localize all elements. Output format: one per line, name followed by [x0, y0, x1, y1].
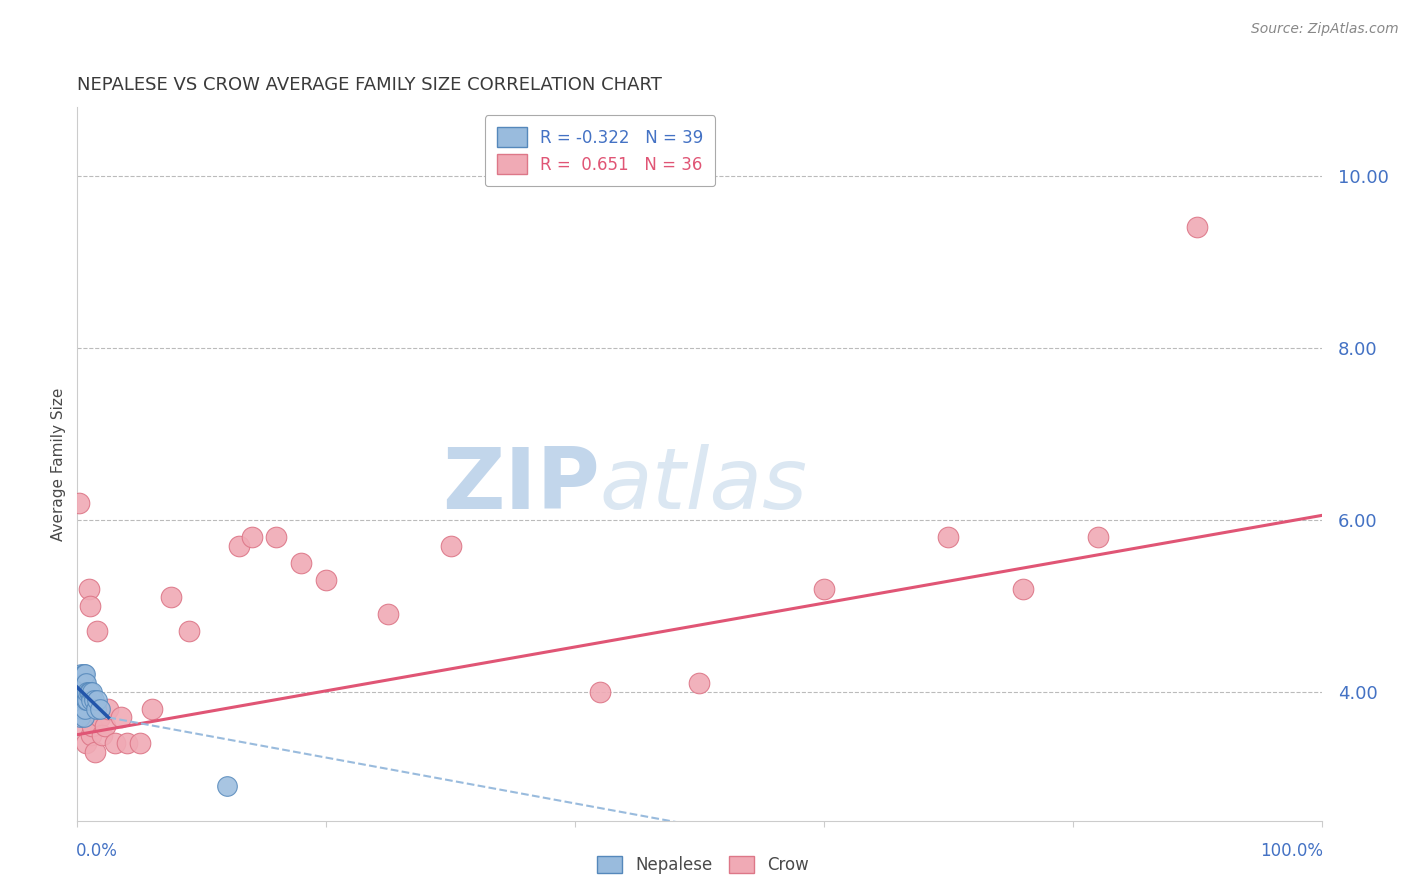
Point — [72, 676, 94, 690]
Point — [76, 693, 98, 707]
Legend: Nepalese, Crow: Nepalese, Crow — [592, 851, 814, 880]
Point — [69, 676, 91, 690]
Point — [67, 693, 90, 707]
Point — [70, 693, 93, 707]
Point — [938, 530, 960, 544]
Y-axis label: Average Family Size: Average Family Size — [51, 387, 66, 541]
Point — [72, 719, 94, 733]
Point — [75, 676, 97, 690]
Point — [73, 702, 96, 716]
Point — [73, 684, 96, 698]
Point — [813, 582, 835, 596]
Point — [83, 693, 105, 707]
Point — [179, 624, 201, 639]
Point — [315, 573, 337, 587]
Point — [79, 684, 101, 698]
Point — [440, 539, 463, 553]
Text: Source: ZipAtlas.com: Source: ZipAtlas.com — [1251, 22, 1399, 37]
Text: ZIP: ZIP — [443, 443, 600, 527]
Point — [82, 719, 104, 733]
Point — [72, 693, 94, 707]
Point — [69, 710, 91, 724]
Legend: R = -0.322   N = 39, R =  0.651   N = 36: R = -0.322 N = 39, R = 0.651 N = 36 — [485, 115, 714, 186]
Point — [75, 736, 97, 750]
Point — [69, 684, 91, 698]
Point — [689, 676, 711, 690]
Point — [67, 676, 90, 690]
Point — [93, 719, 115, 733]
Point — [73, 667, 96, 681]
Point — [86, 693, 108, 707]
Point — [589, 684, 612, 698]
Point — [70, 676, 93, 690]
Point — [84, 702, 107, 716]
Point — [67, 702, 90, 716]
Point — [75, 684, 97, 698]
Point — [80, 693, 103, 707]
Point — [1087, 530, 1109, 544]
Point — [69, 693, 91, 707]
Point — [82, 684, 104, 698]
Point — [97, 702, 120, 716]
Point — [79, 599, 101, 613]
Point — [76, 684, 98, 698]
Text: atlas: atlas — [600, 443, 808, 527]
Point — [73, 676, 96, 690]
Point — [72, 684, 94, 698]
Point — [215, 779, 238, 793]
Text: 100.0%: 100.0% — [1260, 842, 1323, 860]
Point — [72, 684, 94, 698]
Text: 0.0%: 0.0% — [76, 842, 118, 860]
Point — [110, 710, 132, 724]
Point — [377, 607, 399, 622]
Point — [89, 702, 111, 716]
Point — [128, 736, 150, 750]
Point — [228, 539, 250, 553]
Point — [104, 736, 127, 750]
Point — [86, 624, 108, 639]
Point — [70, 684, 93, 698]
Point — [70, 702, 93, 716]
Point — [72, 702, 94, 716]
Point — [1187, 220, 1209, 235]
Point — [77, 684, 100, 698]
Point — [72, 667, 94, 681]
Point — [80, 728, 103, 742]
Point — [290, 556, 312, 570]
Point — [115, 736, 138, 750]
Point — [141, 702, 163, 716]
Point — [91, 728, 114, 742]
Point — [83, 745, 105, 759]
Point — [73, 684, 96, 698]
Point — [89, 710, 111, 724]
Point — [75, 693, 97, 707]
Point — [77, 582, 100, 596]
Point — [240, 530, 263, 544]
Point — [67, 495, 90, 509]
Point — [84, 702, 107, 716]
Point — [159, 590, 181, 604]
Point — [67, 684, 90, 698]
Point — [266, 530, 288, 544]
Point — [1012, 582, 1035, 596]
Point — [72, 676, 94, 690]
Text: NEPALESE VS CROW AVERAGE FAMILY SIZE CORRELATION CHART: NEPALESE VS CROW AVERAGE FAMILY SIZE COR… — [77, 77, 662, 95]
Point — [70, 667, 93, 681]
Point — [72, 710, 94, 724]
